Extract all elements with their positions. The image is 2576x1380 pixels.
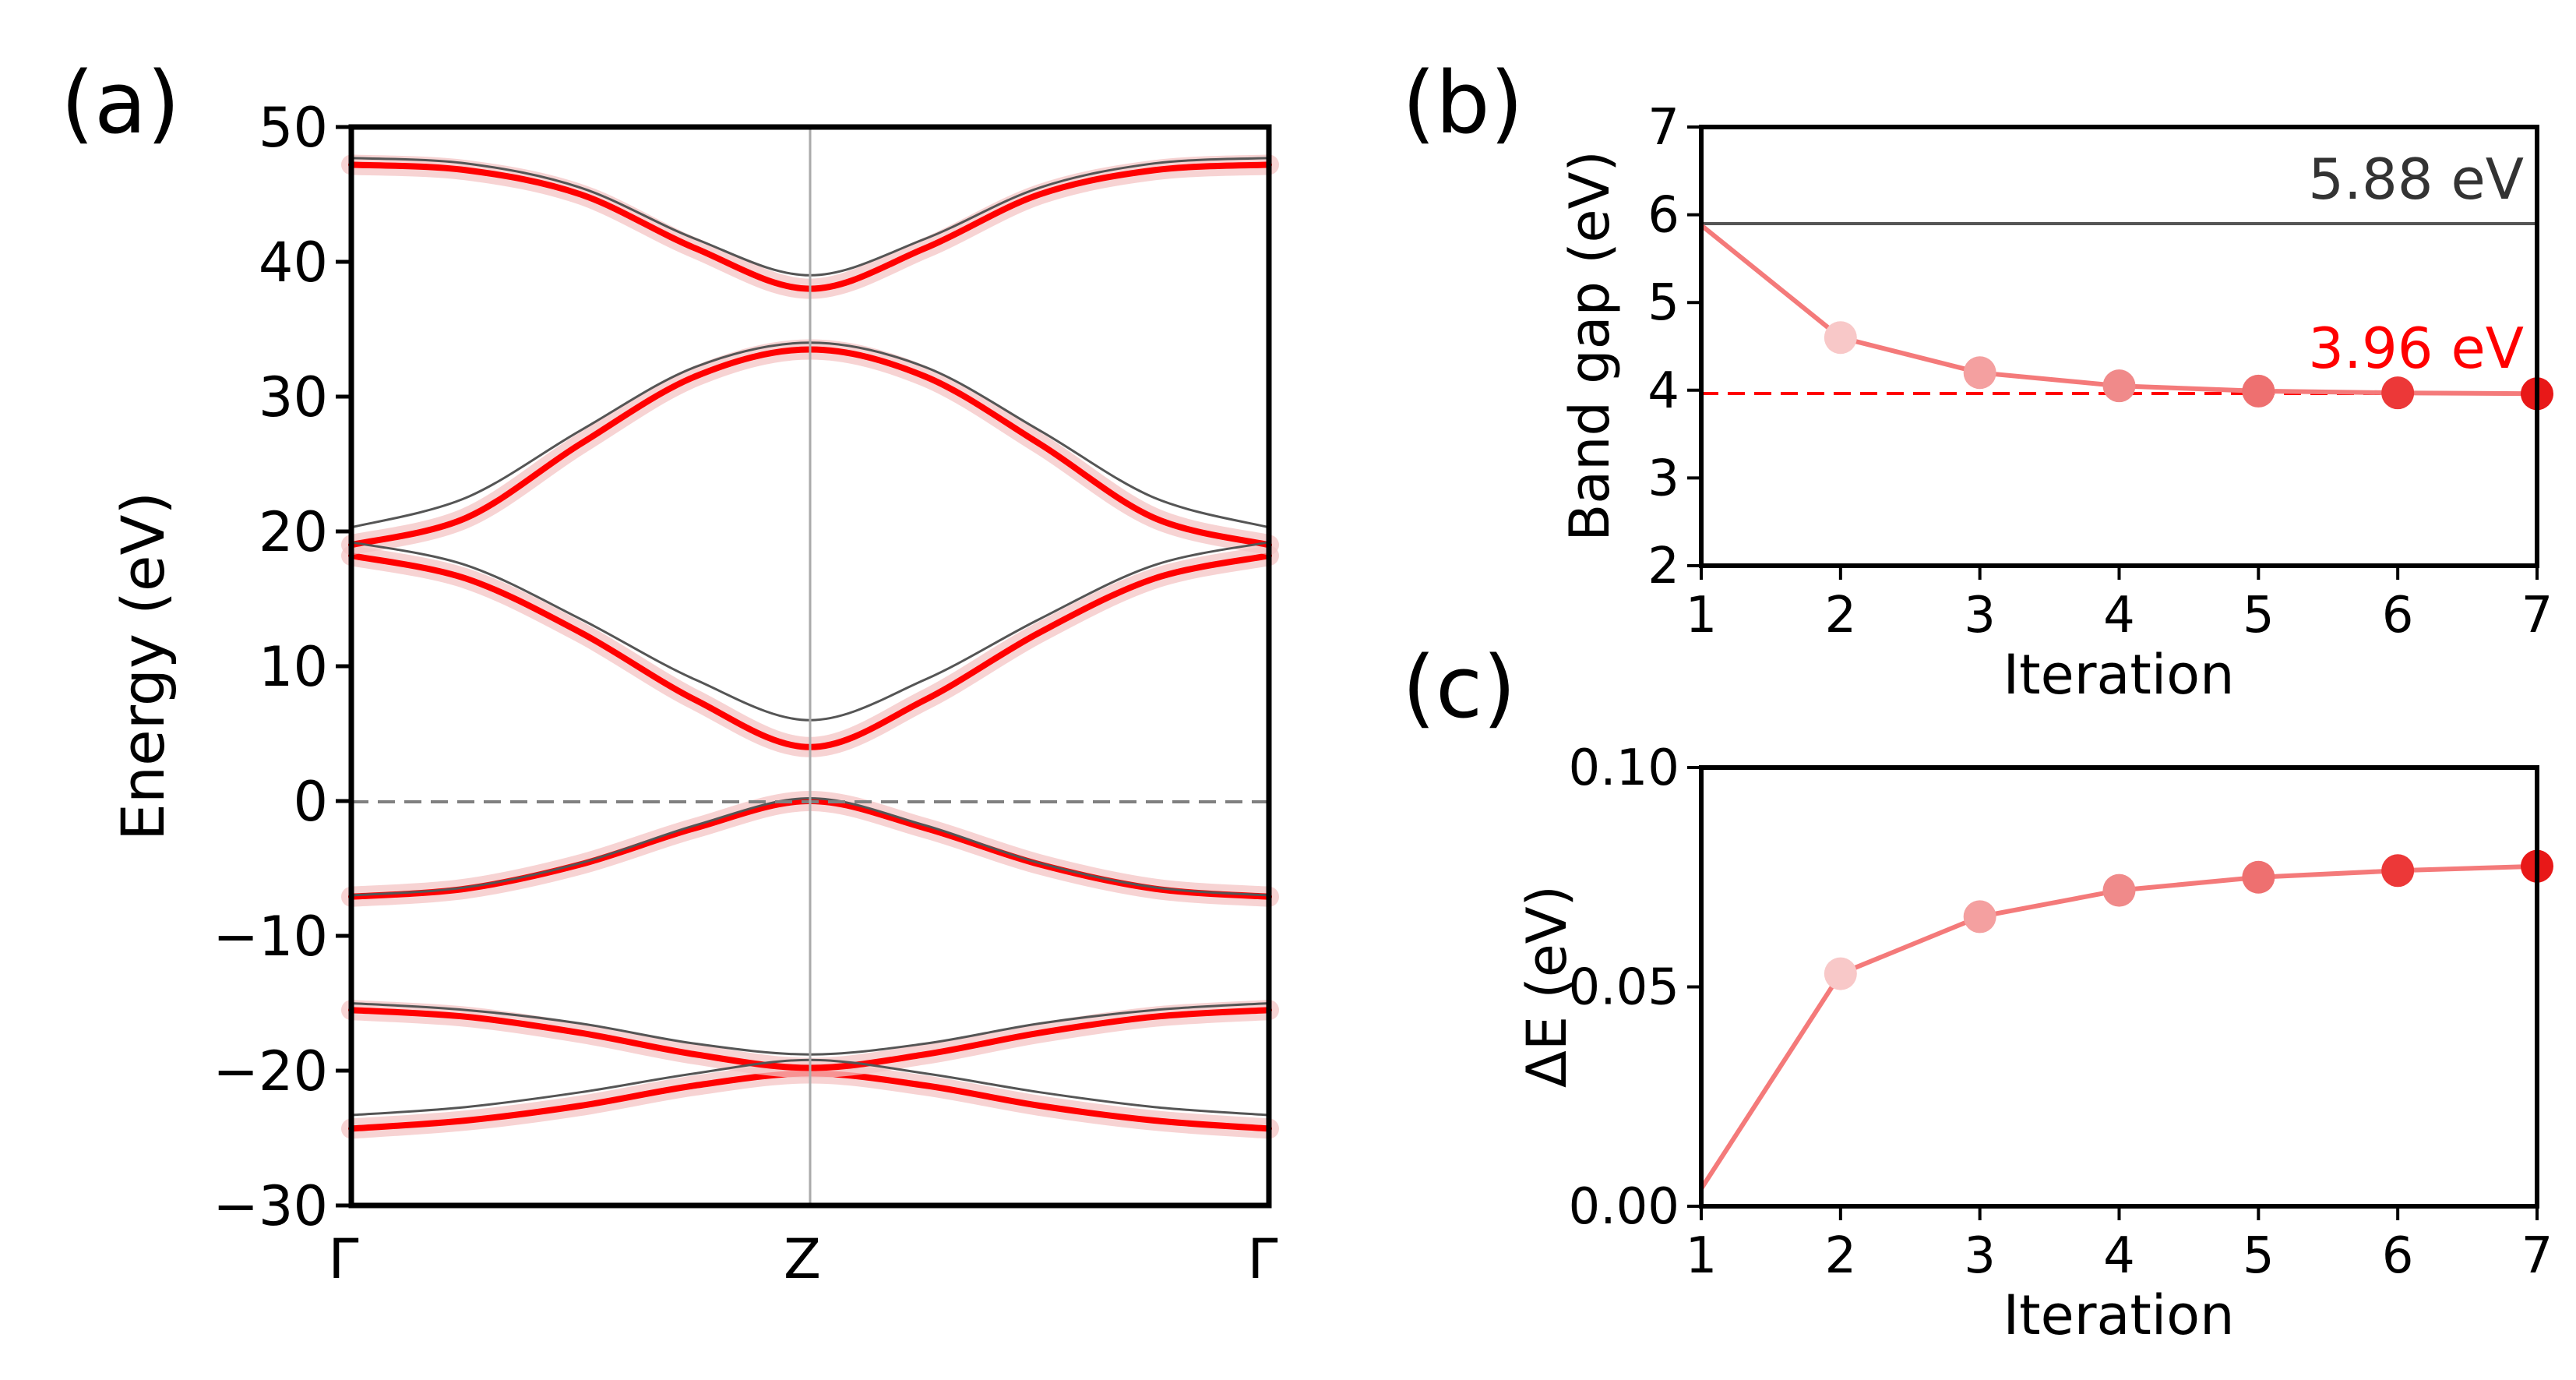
- data-point-3: [1963, 900, 1996, 934]
- initial-gap-annotation: 5.88 eV: [2308, 146, 2524, 212]
- y-tick-label: 0.10: [1569, 739, 1680, 797]
- y-tick-label-a: 20: [259, 500, 328, 564]
- y-tick-label: 2: [1647, 538, 1679, 595]
- data-point-2: [1824, 957, 1857, 990]
- x-tick-label: 6: [2382, 587, 2414, 644]
- series-line: [1699, 863, 2538, 1191]
- y-tick-label: 0.00: [1569, 1178, 1680, 1236]
- data-point-3: [1963, 356, 1996, 390]
- final-gap-annotation: 3.96 eV: [2308, 316, 2524, 381]
- y-tick-label-a: 10: [259, 635, 328, 699]
- x-tick-label: 3: [1964, 587, 1996, 644]
- x-tick-label: 3: [1964, 1227, 1996, 1285]
- y-tick-label-a: 40: [259, 231, 328, 295]
- panel-label-b: (b): [1402, 53, 1524, 153]
- delta-e-plot: 0.00 0.05 0.10 1 2 3 4 5 6 7 ΔE (eV) Iteration: [1515, 739, 2553, 1347]
- y-tick-label: 7: [1647, 99, 1679, 157]
- y-tick-label: 0.05: [1569, 959, 1680, 1017]
- band-structure-plot: −30 −20 −10 0 10 20 30 40 50 Γ Z Γ Energy (eV): [108, 96, 1279, 1291]
- data-point-4: [2102, 369, 2136, 403]
- x-tick-label: 5: [2243, 1227, 2275, 1285]
- x-tick-label: 4: [2103, 1227, 2135, 1285]
- x-tick-label: 1: [1686, 1227, 1718, 1285]
- y-tick-label-a: 0: [293, 770, 328, 834]
- y-tick-label: 5: [1647, 274, 1679, 332]
- y-tick-label: 6: [1647, 187, 1679, 245]
- data-point-6: [2381, 854, 2415, 888]
- kpoint-label-z: Z: [784, 1227, 821, 1291]
- y-tick-label: 4: [1647, 362, 1679, 420]
- x-tick-label: 1: [1686, 587, 1718, 644]
- y-tick-label-a: 50: [259, 96, 328, 160]
- y-ticks-b: 2 3 4 5 6 7: [1647, 99, 1701, 595]
- x-axis-title-b: Iteration: [2003, 643, 2235, 707]
- y-tick-label-a: −20: [213, 1039, 328, 1103]
- delta-e-series: [1699, 849, 2553, 1191]
- x-tick-label: 2: [1824, 1227, 1856, 1285]
- x-tick-label: 7: [2521, 587, 2553, 644]
- x-axis-title-c: Iteration: [2003, 1283, 2235, 1347]
- x-ticks-c: 1 2 3 4 5 6 7: [1686, 1206, 2553, 1285]
- data-point-5: [2242, 374, 2275, 408]
- y-tick-label: 3: [1647, 450, 1679, 507]
- y-tick-label-a: 30: [259, 365, 328, 429]
- data-point-6: [2381, 376, 2415, 410]
- x-tick-label: 2: [1824, 587, 1856, 644]
- x-tick-label: 5: [2243, 587, 2275, 644]
- y-tick-label-a: −30: [213, 1174, 328, 1238]
- x-ticks-b: 1 2 3 4 5 6 7: [1686, 566, 2553, 644]
- y-ticks-c: 0.00 0.05 0.10: [1569, 739, 1701, 1236]
- y-axis-title-c: ΔE (eV): [1515, 885, 1579, 1088]
- data-point-5: [2242, 860, 2275, 894]
- y-axis-title-a: Energy (eV): [108, 492, 178, 841]
- plot-frame-c: [1699, 765, 2539, 1209]
- y-axis-title-b: Band gap (eV): [1558, 150, 1622, 542]
- kpoint-label-gamma-left: Γ: [329, 1227, 359, 1291]
- panel-label-a: (a): [61, 53, 180, 153]
- panel-label-c: (c): [1402, 637, 1516, 737]
- y-tick-label-a: −10: [213, 905, 328, 969]
- data-point-4: [2102, 874, 2136, 907]
- x-tick-label: 7: [2521, 1227, 2553, 1285]
- x-tick-label: 4: [2103, 587, 2135, 644]
- data-point-2: [1824, 321, 1857, 355]
- y-ticks-a: −30 −20 −10 0 10 20 30 40 50: [213, 96, 351, 1238]
- kpoint-label-gamma-right: Γ: [1248, 1227, 1278, 1291]
- x-tick-label: 6: [2382, 1227, 2414, 1285]
